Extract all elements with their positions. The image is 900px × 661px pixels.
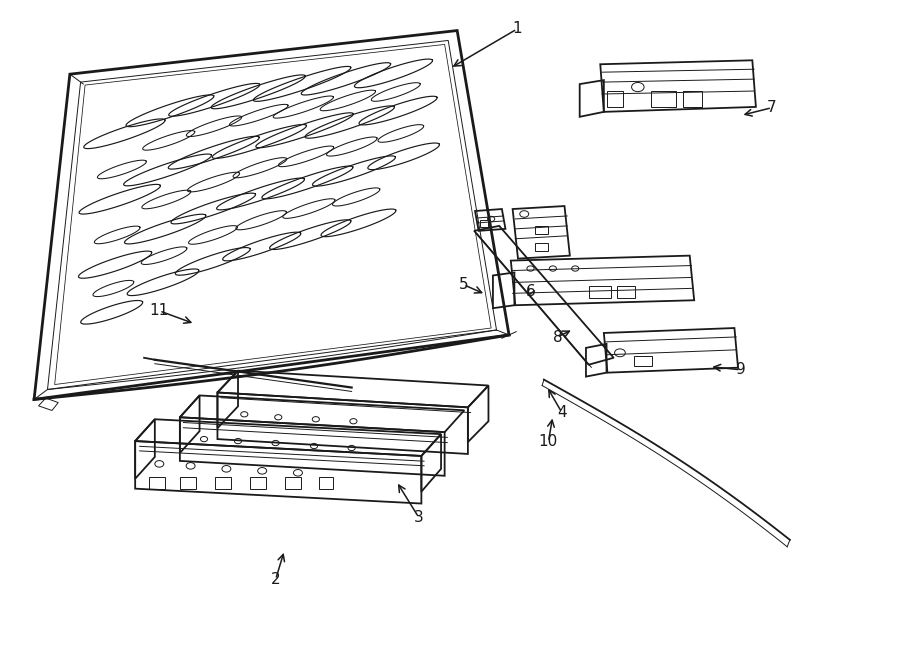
Text: 3: 3 [414, 510, 424, 525]
Text: 9: 9 [736, 362, 745, 377]
Text: 8: 8 [553, 330, 562, 344]
Text: 4: 4 [557, 405, 567, 420]
Text: 7: 7 [767, 100, 777, 115]
Text: 2: 2 [271, 572, 281, 587]
Text: 11: 11 [149, 303, 169, 319]
Text: 10: 10 [539, 434, 558, 449]
Text: 5: 5 [459, 277, 468, 292]
Text: 1: 1 [512, 22, 522, 36]
Text: 6: 6 [526, 284, 536, 299]
